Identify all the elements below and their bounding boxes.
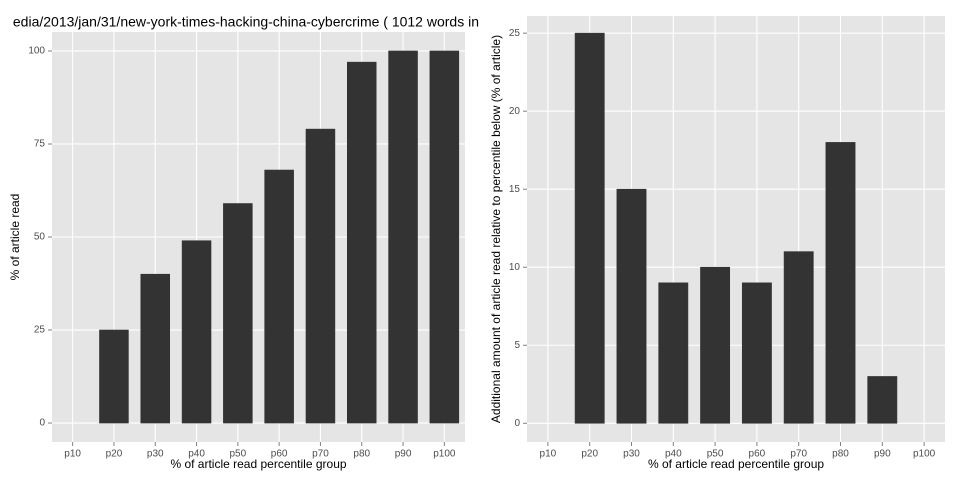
x-tick-label: p60 — [271, 449, 288, 460]
y-tick-label: 75 — [34, 139, 46, 150]
y-tick-label: 10 — [509, 262, 521, 273]
x-tick-label: p60 — [749, 449, 766, 460]
bar — [700, 266, 731, 424]
x-tick-label: p40 — [188, 449, 205, 460]
y-tick-label: 25 — [509, 28, 521, 39]
bar — [223, 203, 253, 424]
bar — [305, 128, 336, 424]
bar — [867, 376, 898, 424]
x-tick-label: p90 — [874, 449, 891, 460]
y-tick-label: 0 — [39, 418, 45, 429]
x-tick-label: p20 — [106, 449, 123, 460]
bar — [658, 282, 689, 424]
bar — [741, 282, 772, 424]
x-tick-label: p30 — [147, 449, 164, 460]
bar — [783, 251, 814, 424]
bar — [264, 169, 294, 424]
x-tick-label: p70 — [790, 449, 807, 460]
x-tick-label: p20 — [581, 449, 598, 460]
bar — [99, 329, 129, 424]
x-axis-label: % of article read percentile group — [170, 457, 346, 471]
y-tick-label: 0 — [514, 418, 520, 429]
bar — [388, 50, 418, 424]
bar — [140, 273, 171, 424]
y-axis-label: % of article read — [8, 194, 22, 281]
x-axis-label: % of article read percentile group — [648, 457, 824, 471]
y-tick-label: 15 — [509, 184, 521, 195]
y-tick-label: 100 — [28, 46, 45, 57]
x-tick-label: p50 — [707, 449, 724, 460]
x-tick-label: p80 — [353, 449, 370, 460]
bar — [825, 142, 856, 424]
bar — [181, 240, 212, 424]
x-tick-label: p50 — [230, 449, 247, 460]
y-tick-label: 20 — [509, 106, 521, 117]
x-tick-label: p70 — [312, 449, 329, 460]
x-tick-label: p10 — [540, 449, 557, 460]
y-axis-label: Additional amount of article read relati… — [489, 35, 503, 423]
x-tick-label: p90 — [395, 449, 412, 460]
y-tick-label: 50 — [34, 232, 46, 243]
bar — [574, 32, 605, 424]
x-tick-label: p40 — [665, 449, 682, 460]
x-tick-label: p80 — [832, 449, 849, 460]
bar — [346, 61, 377, 424]
y-tick-label: 25 — [34, 325, 46, 336]
x-tick-label: p100 — [433, 449, 456, 460]
x-tick-label: p10 — [64, 449, 81, 460]
x-tick-label: p30 — [623, 449, 640, 460]
chart-title: edia/2013/jan/31/new-york-times-hacking-… — [13, 14, 479, 30]
bar — [429, 50, 460, 424]
x-tick-label: p100 — [913, 449, 936, 460]
bar — [616, 188, 647, 424]
y-tick-label: 5 — [514, 340, 520, 351]
